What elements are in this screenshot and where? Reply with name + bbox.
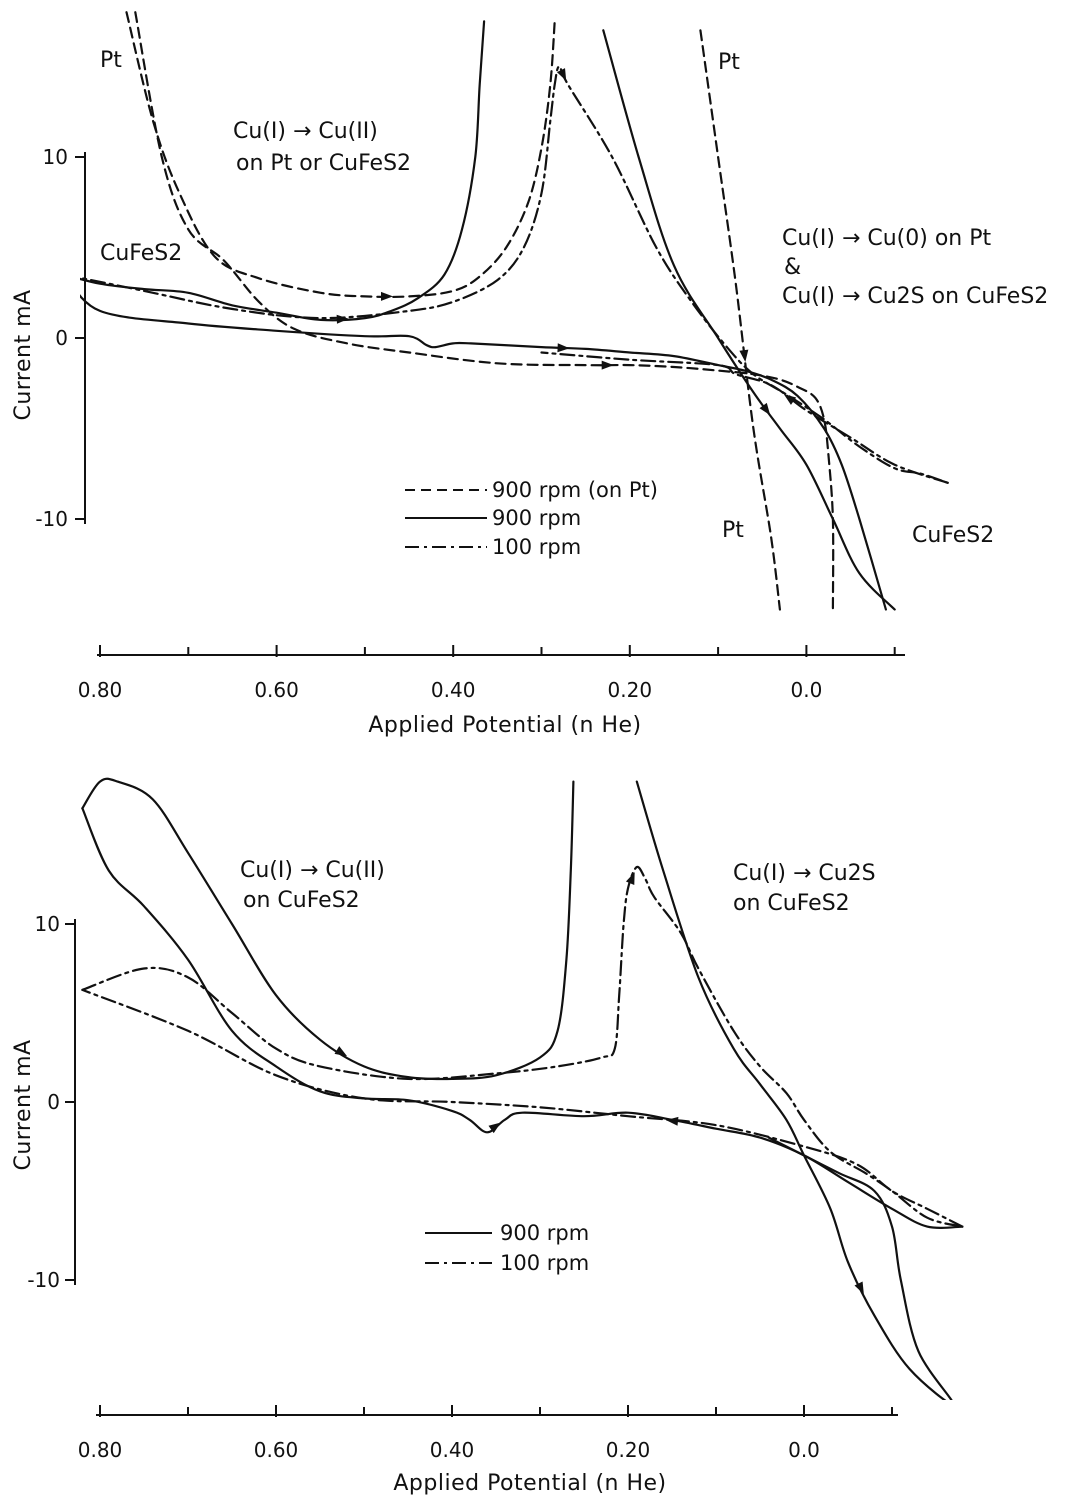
top-series-900-rpm-segment-1 <box>80 20 486 322</box>
top-x-tick-label: 0.60 <box>254 678 299 702</box>
top-y-axis-title: Current mA <box>11 289 36 420</box>
bottom-series-100-rpm-arrow <box>625 872 635 885</box>
top-axes: 10 0 -10 0.80 0.60 0.40 0.20 0.0 <box>35 145 905 702</box>
top-series-100-rpm-segment-1 <box>80 65 949 484</box>
bottom-y-tick-label: 10 <box>35 912 60 936</box>
top-series-900-rpm-on-pt-arrow <box>601 360 614 370</box>
bottom-legend: 900 rpm 100 rpm <box>425 1221 589 1275</box>
top-series-100-rpm-segment-2 <box>540 351 949 484</box>
bottom-series-100-rpm-segment-2 <box>81 988 964 1228</box>
bottom-series <box>81 777 964 1400</box>
bottom-axes: 10 0 -10 0.80 0.60 0.40 0.20 0.0 <box>27 912 898 1462</box>
top-panel: 10 0 -10 0.80 0.60 0.40 0.20 0.0 Current mA App… <box>11 11 1048 738</box>
top-series-900-rpm-on-pt-arrow <box>739 349 749 363</box>
top-series-900-rpm-on-pt-segment-1 <box>125 11 556 299</box>
top-series <box>80 11 949 611</box>
top-pt-label-left: Pt <box>100 48 122 73</box>
top-series-900-rpm-on-pt-segment-2 <box>134 11 835 611</box>
top-series-100-rpm-arrow <box>783 394 797 405</box>
bottom-series-900-rpm-arrow <box>334 1046 348 1057</box>
top-pt-label-lower: Pt <box>722 518 744 543</box>
top-series-900-rpm-arrow <box>557 343 570 353</box>
bottom-y-tick-label: 0 <box>47 1090 60 1114</box>
top-cu0-line2: & <box>784 255 801 280</box>
bottom-cu-i-ii-line1: Cu(I) → Cu(II) <box>240 858 385 883</box>
top-x-axis-title: Applied Potential (n He) <box>368 713 641 738</box>
bottom-series-100-rpm-arrow <box>666 1116 679 1126</box>
bottom-y-axis-title: Current mA <box>11 1039 36 1170</box>
bottom-legend-dashdot-label: 100 rpm <box>500 1251 589 1275</box>
top-cufes2-label-right: CuFeS2 <box>912 523 994 548</box>
bottom-series-900-rpm-arrow <box>488 1122 501 1134</box>
top-y-tick-label: 10 <box>43 145 68 169</box>
top-pt-label-right: Pt <box>718 50 740 75</box>
top-cufes2-label-left: CuFeS2 <box>100 241 182 266</box>
top-cu-i-ii-line2: on Pt or CuFeS2 <box>236 151 411 176</box>
top-cu0-line3: Cu(I) → Cu2S on CuFeS2 <box>782 284 1048 309</box>
top-legend: 900 rpm (on Pt) 900 rpm 100 rpm <box>405 478 658 559</box>
bottom-series-100-rpm-segment-1 <box>81 865 964 1228</box>
bottom-cu2s-line2: on CuFeS2 <box>733 891 850 916</box>
bottom-x-tick-label: 0.60 <box>254 1438 299 1462</box>
bottom-x-axis-title: Applied Potential (n He) <box>393 1471 666 1496</box>
bottom-x-tick-label: 0.80 <box>78 1438 123 1462</box>
top-x-tick-label: 0.80 <box>78 678 123 702</box>
top-y-tick-label: 0 <box>55 326 68 350</box>
top-legend-solid-label: 900 rpm <box>492 506 581 530</box>
bottom-x-tick-label: 0.0 <box>788 1438 820 1462</box>
bottom-series-900-rpm-arrow <box>854 1281 864 1295</box>
top-y-tick-label: -10 <box>35 507 68 531</box>
top-series-900-rpm-arrow <box>336 314 349 324</box>
bottom-series-900-rpm-segment-1 <box>81 777 575 1081</box>
bottom-x-tick-label: 0.20 <box>606 1438 651 1462</box>
bottom-series-900-rpm-segment-3 <box>635 780 953 1400</box>
top-series-900-rpm-arrow <box>759 402 771 416</box>
top-series-900-rpm-on-pt-segment-3 <box>699 29 781 611</box>
bottom-legend-solid-label: 900 rpm <box>500 1221 589 1245</box>
top-cu0-line1: Cu(I) → Cu(0) on Pt <box>782 226 992 251</box>
top-legend-dashdot-label: 100 rpm <box>492 535 581 559</box>
top-x-tick-label: 0.20 <box>608 678 653 702</box>
top-x-tick-label: 0.0 <box>790 678 822 702</box>
top-series-900-rpm-on-pt-arrow <box>381 291 393 301</box>
top-legend-dashed-label: 900 rpm (on Pt) <box>492 478 658 502</box>
bottom-cu-i-ii-line2: on CuFeS2 <box>243 888 360 913</box>
top-series-100-rpm-arrow <box>556 68 567 81</box>
top-cu-i-ii-line1: Cu(I) → Cu(II) <box>233 119 378 144</box>
bottom-x-tick-label: 0.40 <box>430 1438 475 1462</box>
top-x-tick-label: 0.40 <box>431 678 476 702</box>
top-series-900-rpm-segment-2 <box>80 294 887 611</box>
top-series-900-rpm-segment-3 <box>602 29 896 611</box>
bottom-panel: 10 0 -10 0.80 0.60 0.40 0.20 0.0 Current mA App… <box>11 777 964 1496</box>
bottom-y-tick-label: -10 <box>27 1268 60 1292</box>
bottom-cu2s-line1: Cu(I) → Cu2S <box>733 861 876 886</box>
